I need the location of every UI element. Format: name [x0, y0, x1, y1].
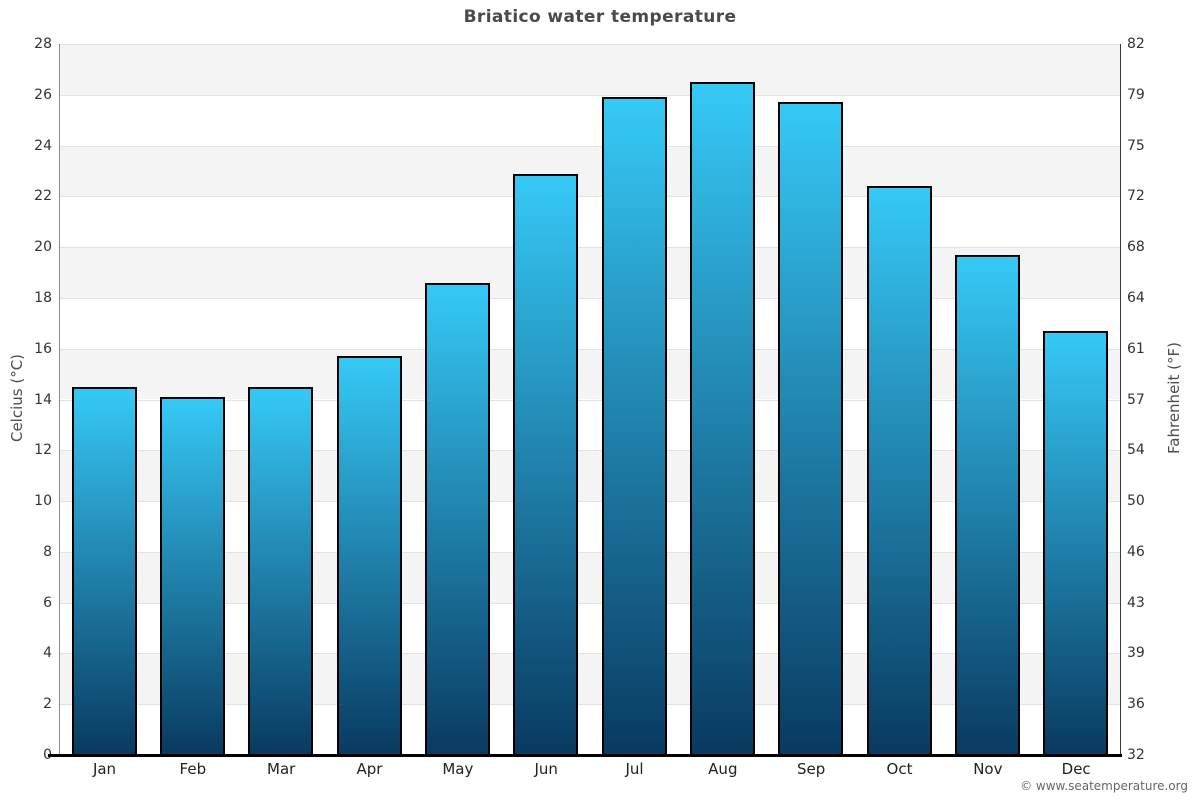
gridline [60, 247, 1120, 249]
plot-band [60, 44, 1120, 95]
gridline [60, 501, 1120, 503]
plot-band [60, 551, 1120, 603]
plot-area [60, 44, 1120, 755]
bar-oct [866, 186, 932, 755]
bar-apr [336, 356, 402, 755]
plot-band [60, 501, 1120, 552]
y-tick-celsius: 8 [43, 543, 52, 560]
copyright-text: © www.seatemperature.org [1020, 779, 1188, 793]
bar-may [425, 282, 490, 755]
y-tick-fahrenheit: 57 [1127, 391, 1145, 408]
left-axis-line [59, 44, 60, 755]
y-axis-label-fahrenheit: Fahrenheit (°F) [1165, 342, 1183, 454]
y-tick-celsius: 12 [34, 442, 52, 459]
y-tick-fahrenheit: 64 [1127, 289, 1145, 306]
right-axis-line [1120, 44, 1121, 755]
y-tick-fahrenheit: 82 [1127, 36, 1145, 52]
chart-title: Briatico water temperature [463, 7, 737, 27]
y-tick-fahrenheit: 61 [1127, 340, 1145, 357]
bar-dec [1043, 330, 1109, 755]
y-tick-fahrenheit: 72 [1127, 188, 1145, 205]
gridline [60, 94, 1120, 96]
y-tick-celsius: 6 [43, 594, 52, 611]
y-tick-celsius: 14 [34, 391, 52, 408]
gridline [60, 348, 1120, 350]
y-tick-celsius: 26 [34, 86, 52, 103]
y-tick-fahrenheit: 54 [1127, 442, 1145, 459]
y-tick-fahrenheit: 68 [1127, 239, 1145, 256]
bar-jul [601, 97, 667, 755]
y-tick-celsius: 2 [43, 696, 52, 713]
y-tick-celsius: 20 [34, 239, 52, 256]
x-tick-month: Jun [534, 760, 558, 778]
plot-band [60, 348, 1120, 400]
x-tick-month: Mar [267, 760, 296, 778]
plot-band [60, 196, 1120, 248]
gridline [60, 44, 1120, 45]
x-tick-month: Aug [708, 760, 738, 778]
bar-mar [248, 386, 314, 755]
bar-sep [778, 102, 844, 755]
plot-band [60, 145, 1120, 197]
y-tick-fahrenheit: 50 [1127, 493, 1145, 510]
gridline [60, 297, 1120, 299]
y-tick-fahrenheit: 46 [1127, 543, 1145, 560]
bar-jan [71, 386, 137, 755]
x-tick-month: Nov [973, 760, 1003, 778]
bottom-axis-line [48, 754, 1122, 757]
x-tick-month: Sep [797, 760, 826, 778]
y-tick-fahrenheit: 79 [1127, 86, 1145, 103]
gridline [60, 551, 1120, 553]
y-tick-celsius: 0 [0, 746, 52, 764]
plot-band [60, 94, 1120, 146]
x-tick-month: Oct [886, 760, 913, 778]
gridline [60, 145, 1120, 147]
gridline [60, 399, 1120, 401]
plot-band [60, 450, 1120, 502]
plot-band [60, 704, 1120, 755]
y-tick-celsius: 22 [34, 188, 52, 205]
y-tick-fahrenheit: 36 [1127, 696, 1145, 713]
y-tick-fahrenheit: 43 [1127, 594, 1145, 611]
gridline [60, 704, 1120, 706]
y-tick-fahrenheit: 32 [1127, 747, 1145, 763]
y-tick-fahrenheit: 39 [1127, 645, 1145, 662]
x-tick-month: Jul [625, 760, 644, 778]
gridline [60, 450, 1120, 452]
y-tick-fahrenheit: 75 [1127, 137, 1145, 154]
plot-band [60, 399, 1120, 451]
bar-jun [513, 173, 579, 755]
plot-band [60, 297, 1120, 349]
bar-nov [955, 254, 1020, 755]
y-tick-celsius: 24 [34, 137, 52, 154]
bar-feb [160, 396, 225, 755]
x-tick-month: May [442, 760, 474, 778]
y-tick-celsius: 10 [34, 493, 52, 510]
bar-aug [690, 82, 755, 755]
x-tick-month: Apr [356, 760, 383, 778]
gridline [60, 196, 1120, 198]
x-tick-month: Jan [92, 760, 117, 778]
x-tick-month: Feb [179, 760, 207, 778]
y-tick-celsius: 16 [34, 340, 52, 357]
gridline [60, 653, 1120, 655]
y-tick-celsius: 4 [43, 645, 52, 662]
plot-band [60, 247, 1120, 298]
y-tick-celsius: 18 [34, 289, 52, 306]
gridline [60, 602, 1120, 604]
y-tick-celsius: 28 [34, 36, 52, 52]
plot-band [60, 602, 1120, 654]
x-tick-month: Dec [1061, 760, 1091, 778]
plot-band [60, 653, 1120, 705]
y-axis-label-celsius: Celcius (°C) [8, 353, 26, 443]
